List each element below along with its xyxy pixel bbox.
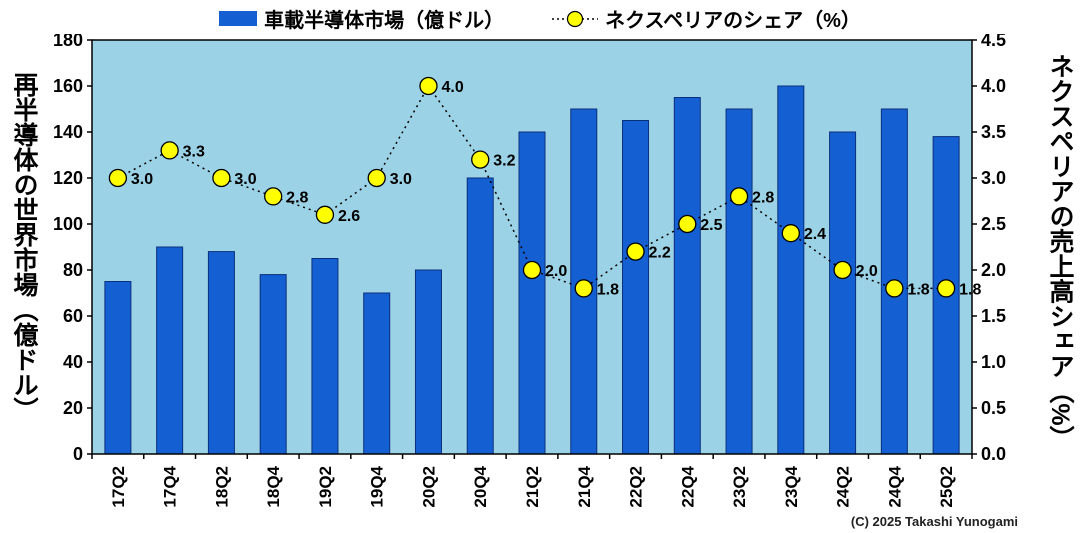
copyright-text: (C) 2025 Takashi Yunogami [850, 514, 1018, 529]
svg-text:18Q2: 18Q2 [212, 466, 231, 508]
svg-text:3.2: 3.2 [493, 153, 515, 170]
svg-text:25Q2: 25Q2 [937, 466, 956, 508]
right-axis-title: ネクスペリアの売上高シェア（%） [1046, 53, 1074, 451]
svg-text:2.0: 2.0 [981, 260, 1006, 280]
svg-text:2.2: 2.2 [649, 245, 671, 262]
svg-text:1.8: 1.8 [959, 281, 981, 298]
bar-legend-swatch [219, 11, 258, 26]
svg-text:17Q2: 17Q2 [109, 466, 128, 508]
svg-text:0: 0 [73, 444, 83, 464]
svg-text:24Q4: 24Q4 [885, 465, 904, 507]
svg-text:0.5: 0.5 [981, 398, 1006, 418]
svg-text:4.5: 4.5 [981, 34, 1006, 50]
svg-text:20: 20 [63, 398, 83, 418]
svg-text:22Q2: 22Q2 [627, 466, 646, 508]
line-legend-label: ネクスペリアのシェア（%） [605, 10, 861, 32]
svg-text:3.0: 3.0 [234, 171, 256, 188]
svg-text:2.8: 2.8 [752, 189, 774, 206]
svg-text:19Q4: 19Q4 [368, 465, 387, 507]
svg-text:2.5: 2.5 [981, 214, 1006, 234]
legend-item-line: ネクスペリアのシェア（%） [552, 4, 861, 33]
svg-text:140: 140 [53, 122, 83, 142]
svg-text:1.5: 1.5 [981, 306, 1006, 326]
svg-text:180: 180 [53, 34, 83, 50]
svg-text:21Q4: 21Q4 [575, 465, 594, 507]
svg-text:3.3: 3.3 [183, 143, 205, 160]
svg-text:4.0: 4.0 [981, 76, 1006, 96]
svg-text:160: 160 [53, 76, 83, 96]
svg-text:2.4: 2.4 [804, 226, 826, 243]
svg-text:24Q2: 24Q2 [834, 466, 853, 508]
svg-text:80: 80 [63, 260, 83, 280]
svg-text:2.6: 2.6 [338, 208, 360, 225]
line-legend-icon [552, 9, 599, 29]
svg-text:22Q4: 22Q4 [678, 465, 697, 507]
svg-text:40: 40 [63, 352, 83, 372]
svg-text:20Q2: 20Q2 [419, 466, 438, 508]
svg-text:1.8: 1.8 [907, 281, 929, 298]
svg-text:2.8: 2.8 [286, 189, 308, 206]
svg-text:2.5: 2.5 [700, 217, 722, 234]
svg-text:100: 100 [53, 214, 83, 234]
svg-text:21Q2: 21Q2 [523, 466, 542, 508]
svg-text:23Q2: 23Q2 [730, 466, 749, 508]
svg-text:3.5: 3.5 [981, 122, 1006, 142]
svg-text:23Q4: 23Q4 [782, 465, 801, 507]
svg-text:2.0: 2.0 [545, 263, 567, 280]
chart-legend: 車載半導体市場（億ドル） ネクスペリアのシェア（%） [0, 4, 1080, 33]
svg-text:2.0: 2.0 [856, 263, 878, 280]
svg-text:4.0: 4.0 [441, 79, 463, 96]
svg-text:20Q4: 20Q4 [471, 465, 490, 507]
svg-text:120: 120 [53, 168, 83, 188]
svg-text:3.0: 3.0 [390, 171, 412, 188]
svg-text:60: 60 [63, 306, 83, 326]
svg-text:3.0: 3.0 [131, 171, 153, 188]
svg-text:19Q2: 19Q2 [316, 466, 335, 508]
svg-text:1.8: 1.8 [597, 281, 619, 298]
chart-canvas: 0 20 40 60 80 100 120 140 160 180 0.0 0.5 1.0 1.5 2.0 2… [53, 34, 1006, 508]
svg-text:18Q4: 18Q4 [264, 465, 283, 507]
legend-item-bar: 車載半導体市場（億ドル） [219, 4, 504, 33]
bar-legend-label: 車載半導体市場（億ドル） [264, 10, 505, 32]
svg-text:3.0: 3.0 [981, 168, 1006, 188]
svg-text:0.0: 0.0 [981, 444, 1006, 464]
svg-text:17Q4: 17Q4 [161, 465, 180, 507]
left-axis-title: 再半導体の世界市場（億ドル） [10, 72, 38, 422]
svg-text:1.0: 1.0 [981, 352, 1006, 372]
